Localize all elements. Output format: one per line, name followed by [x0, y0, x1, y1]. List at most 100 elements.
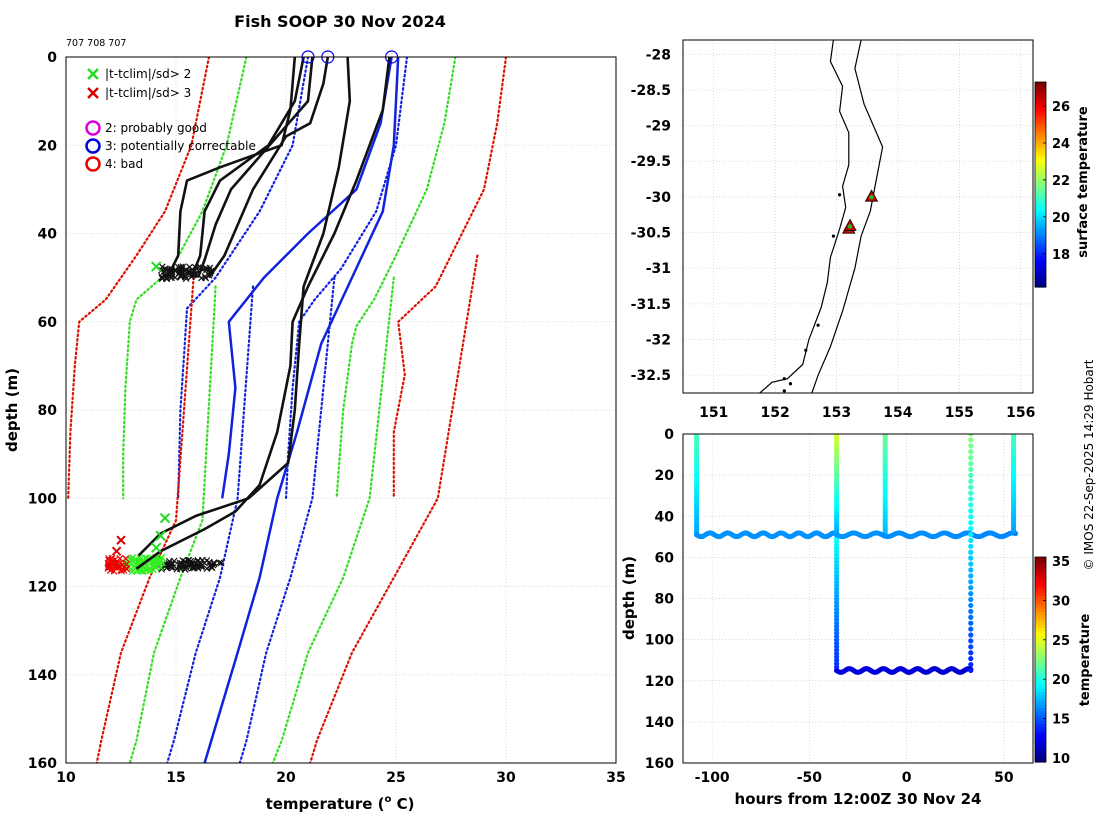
- green-band-115m-point: [129, 567, 137, 574]
- red-band-115m-point: [122, 555, 130, 562]
- td-ytick-label: 0: [664, 427, 674, 443]
- track-descent-5-point: [968, 478, 974, 484]
- track-descent-5-point: [968, 650, 974, 656]
- colorbar-cell: [1035, 190, 1046, 195]
- colorbar-tick-label: 15: [1052, 713, 1070, 728]
- profile-xtick-label: 25: [386, 770, 405, 786]
- track-descent-5-point: [968, 520, 974, 526]
- track-descent-5-point: [968, 656, 974, 662]
- colorbar-cell: [1035, 633, 1046, 638]
- station-ids: 707 708 707: [66, 38, 126, 49]
- track-descent-5-point: [968, 596, 974, 603]
- colorbar-cell: [1035, 637, 1046, 641]
- colorbar-cell: [1035, 704, 1046, 709]
- profile-xtick-label: 15: [166, 770, 185, 786]
- colorbar-cell: [1035, 614, 1046, 619]
- colorbar-cell: [1035, 569, 1046, 574]
- map-ytick-label: -31: [646, 261, 671, 277]
- black-band-115m-point: [180, 562, 188, 570]
- coastline: [759, 40, 850, 393]
- colorbar-cell: [1035, 621, 1046, 625]
- profile-cast-3: [196, 57, 314, 279]
- colorbar-cell: [1035, 681, 1046, 686]
- island: [782, 389, 786, 393]
- climatology-line-red-left: [67, 57, 211, 500]
- map-colorbar-label: surface temperature: [1076, 106, 1091, 258]
- outlier-sd3-marker: [116, 535, 126, 545]
- colorbar-cell: [1035, 174, 1046, 179]
- track-descent-5-point: [968, 602, 974, 609]
- colorbar-cell: [1035, 158, 1046, 163]
- td-ytick-label: 40: [655, 509, 675, 525]
- colorbar-cell: [1035, 254, 1046, 259]
- colorbar-cell: [1035, 245, 1046, 250]
- map-xtick-label: 152: [760, 405, 789, 421]
- colorbar-cell: [1035, 277, 1046, 282]
- colorbar-cell: [1035, 717, 1046, 721]
- black-band-115m-point: [197, 560, 205, 568]
- colorbar-cell: [1035, 152, 1046, 157]
- profile-ytick-label: 60: [38, 315, 58, 331]
- colorbar-cell: [1035, 120, 1046, 125]
- colorbar-cell: [1035, 213, 1046, 218]
- colorbar-cell: [1035, 178, 1046, 182]
- legend-label: |t-tclim|/sd> 3: [105, 86, 191, 100]
- map-chart: 151 152 153 154 155 156 -28 -28.5 -29 -29.5 -30 -30…: [631, 39, 1091, 421]
- credit-text: © IMOS 22-Sep-2025 14:29 Hobart: [1082, 359, 1096, 570]
- time-depth-chart: -100 -50 0 50 0 20 40 60 80 100 120 140 160 10 15 20 25…: [620, 427, 1093, 808]
- colorbar-cell: [1035, 566, 1046, 571]
- colorbar-cell: [1035, 280, 1046, 285]
- td-ytick-label: 20: [655, 468, 675, 484]
- colorbar-cell: [1035, 235, 1046, 240]
- colorbar-cell: [1035, 136, 1046, 141]
- colorbar-cell: [1035, 187, 1046, 192]
- colorbar-cell: [1035, 729, 1046, 734]
- colorbar-cell: [1035, 126, 1046, 131]
- red-band-115m-point: [122, 560, 130, 568]
- red-band-115m-point: [114, 562, 122, 570]
- colorbar-cell: [1035, 617, 1046, 622]
- td-xtick-label: -100: [695, 770, 730, 786]
- profile-frame: [65, 56, 617, 764]
- legend-label: 4: bad: [105, 157, 143, 171]
- red-band-115m-point: [120, 566, 128, 574]
- black-band-50m-point: [178, 267, 186, 275]
- profile-cast-1: [163, 57, 297, 279]
- td-ytick-label: 120: [645, 674, 674, 690]
- colorbar-cell: [1035, 749, 1046, 753]
- colorbar-cell: [1035, 669, 1046, 673]
- outlier-sd2-marker: [155, 530, 166, 541]
- colorbar-cell: [1035, 82, 1046, 86]
- colorbar-cell: [1035, 627, 1046, 632]
- colorbar-cell: [1035, 232, 1046, 237]
- profile-ytick-label: 80: [38, 403, 58, 419]
- mean-line-mean-shallow: [220, 57, 393, 499]
- black-band-115m-point: [173, 565, 181, 573]
- colorbar-cell: [1035, 197, 1046, 202]
- colorbar-cell: [1035, 238, 1046, 243]
- colorbar-cell: [1035, 755, 1046, 760]
- colorbar-cell: [1035, 274, 1046, 278]
- track-descent-5-point: [968, 608, 974, 614]
- time-depth-grid: [683, 433, 1033, 764]
- track-descent-5-point: [968, 537, 974, 544]
- outlier-sd2-marker: [159, 512, 171, 524]
- profile-xlabel: temperature (o C): [266, 794, 415, 813]
- colorbar-cell: [1035, 110, 1046, 115]
- track-descent-5-point: [968, 490, 974, 496]
- surface-temperature-colorbar: 18 20 22 24 26: [1034, 81, 1070, 288]
- island: [804, 348, 808, 352]
- colorbar-frame: [1034, 81, 1047, 288]
- climatology-line-red-right: [392, 57, 508, 500]
- track-descent-5-point: [968, 508, 974, 514]
- map-axis-ticks: 151 152 153 154 155 156 -28 -28.5 -29 -29.5 -30 -30…: [631, 47, 1036, 421]
- green-band-115m-point: [131, 556, 139, 563]
- colorbar-cell: [1035, 104, 1046, 109]
- profile-xtick-label: 30: [496, 770, 516, 786]
- colorbar-cell: [1035, 222, 1046, 227]
- colorbar-cell: [1035, 200, 1046, 205]
- colorbar-cell: [1035, 194, 1046, 198]
- track-descent-5-point: [968, 626, 974, 632]
- td-ytick-label: 60: [655, 550, 675, 566]
- outlier-sd2-marker: [150, 542, 162, 553]
